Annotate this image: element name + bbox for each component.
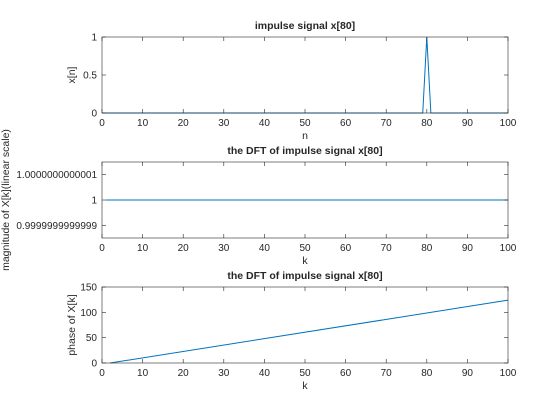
x-tick-label: 80 [421,118,433,129]
x-tick-label: 30 [218,243,230,254]
x-tick-label: 100 [500,118,517,129]
x-tick-label: 100 [500,368,517,379]
x-tick-label: 50 [299,368,311,379]
x-tick-label: 50 [299,118,311,129]
x-tick-label: 60 [340,368,352,379]
y-tick-label: 1.0000000000001 [16,170,97,181]
x-tick-label: 80 [421,243,433,254]
y-tick-label: 1 [91,196,97,207]
x-tick-label: 30 [218,118,230,129]
x-tick-label: 20 [178,243,190,254]
y-tick-label: 0 [91,359,97,370]
x-tick-label: 0 [99,368,105,379]
x-axis-label: k [302,380,308,392]
axes-box [101,286,509,364]
subplot-2: 0 10 20 30 40 50 60 70 80 90 100 0.9999999999999 1 1.… [0,129,517,271]
x-tick-label: 0 [99,118,105,129]
y-axis-label: x[n] [66,66,78,83]
y-axis-label: phase of X[k] [66,294,78,355]
axes-box [101,36,509,114]
x-tick-label: 40 [259,118,271,129]
x-tick-label: 90 [462,243,474,254]
y-axis-label: magnitude of X[k](linear scale) [0,129,12,271]
y-tick-label: 0.5 [83,71,97,82]
x-tick-label: 0 [99,243,105,254]
x-tick-label: 10 [137,243,149,254]
x-tick-label: 40 [259,243,271,254]
y-tick-label: 50 [86,333,98,344]
x-tick-label: 70 [381,243,393,254]
x-tick-label: 20 [178,368,190,379]
x-tick-label: 80 [421,368,433,379]
x-tick-label: 60 [340,243,352,254]
x-tick-label: 70 [381,368,393,379]
x-tick-label: 20 [178,118,190,129]
x-tick-label: 40 [259,368,271,379]
subplot-3: 0 10 20 30 40 50 60 70 80 90 100 0 50 100 150 the DFT o… [66,270,517,392]
y-tick-label: 150 [80,283,97,294]
y-tick-label: 0 [91,109,97,120]
x-tick-label: 50 [299,243,311,254]
y-tick-label: 100 [80,308,97,319]
x-axis-label: k [302,255,308,267]
x-tick-label: 90 [462,118,474,129]
chart-title: the DFT of impulse signal x[80] [227,145,382,157]
x-tick-label: 90 [462,368,474,379]
x-axis-label: n [302,130,308,142]
x-tick-label: 10 [137,118,149,129]
chart-title: the DFT of impulse signal x[80] [227,270,382,282]
x-tick-label: 100 [500,243,517,254]
series-line-1 [102,36,508,114]
series-line-1 [110,299,509,364]
x-tick-label: 70 [381,118,393,129]
subplot-1: 0 10 20 30 40 50 60 70 80 90 100 0 0.5 1 impulse signa… [66,20,517,142]
x-tick-label: 30 [218,368,230,379]
y-tick-label: 1 [91,33,97,44]
y-tick-label: 0.9999999999999 [16,221,97,232]
x-tick-label: 10 [137,368,149,379]
x-tick-label: 60 [340,118,352,129]
chart-title: impulse signal x[80] [255,20,355,32]
